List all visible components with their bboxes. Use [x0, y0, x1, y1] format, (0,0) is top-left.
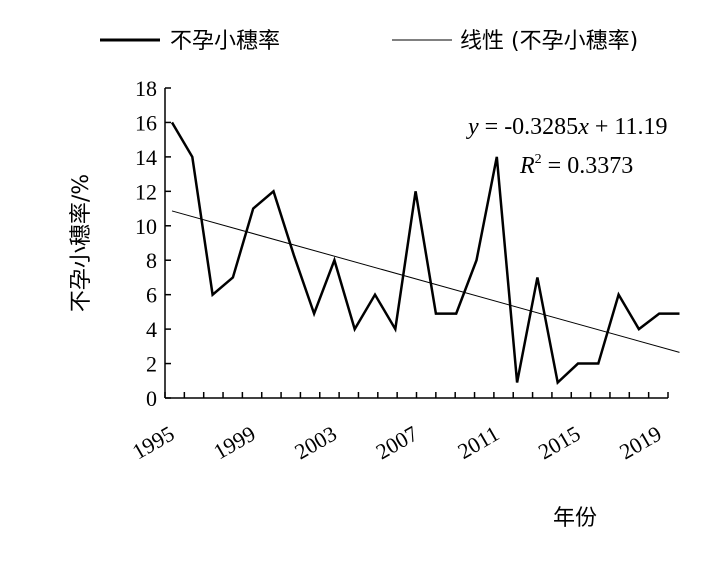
- y-tick-label: 18: [135, 76, 157, 101]
- y-tick-label: 0: [146, 386, 157, 411]
- y-ticks: 0 2 4 6 8 10 12 14 16 18: [135, 76, 171, 411]
- y-tick-label: 14: [135, 145, 157, 170]
- x-ticks: 1995 1999 2003 2007 2011 2015 2019: [128, 392, 669, 465]
- x-tick-label: 2007: [371, 421, 422, 465]
- legend-series-label: 不孕小穗率: [170, 29, 280, 54]
- y-tick-label: 4: [146, 317, 157, 342]
- y-tick-label: 16: [135, 110, 157, 135]
- y-tick-label: 2: [146, 352, 157, 377]
- x-tick-label: 1999: [209, 421, 260, 465]
- y-tick-label: 10: [135, 214, 157, 239]
- legend-trend-label: 线性 (不孕小穗率): [460, 29, 638, 54]
- legend: 不孕小穗率 线性 (不孕小穗率): [100, 29, 638, 54]
- x-tick-label: 2015: [534, 421, 585, 465]
- trendline: [171, 210, 680, 353]
- y-tick-label: 12: [135, 179, 157, 204]
- trend-equation: y = -0.3285x + 11.19: [466, 114, 668, 140]
- trend-r2: R2 = 0.3373: [519, 152, 633, 179]
- x-tick-label: 1995: [128, 421, 179, 465]
- x-axis-label: 年份: [553, 506, 597, 531]
- x-tick-label: 2019: [615, 421, 666, 465]
- x-tick-label: 2011: [453, 421, 503, 464]
- y-tick-label: 6: [146, 283, 157, 308]
- y-axis-label: 不孕小穗率/%: [69, 174, 94, 312]
- y-tick-label: 8: [146, 248, 157, 273]
- x-tick-label: 2003: [290, 421, 341, 465]
- series-line: [170, 121, 680, 385]
